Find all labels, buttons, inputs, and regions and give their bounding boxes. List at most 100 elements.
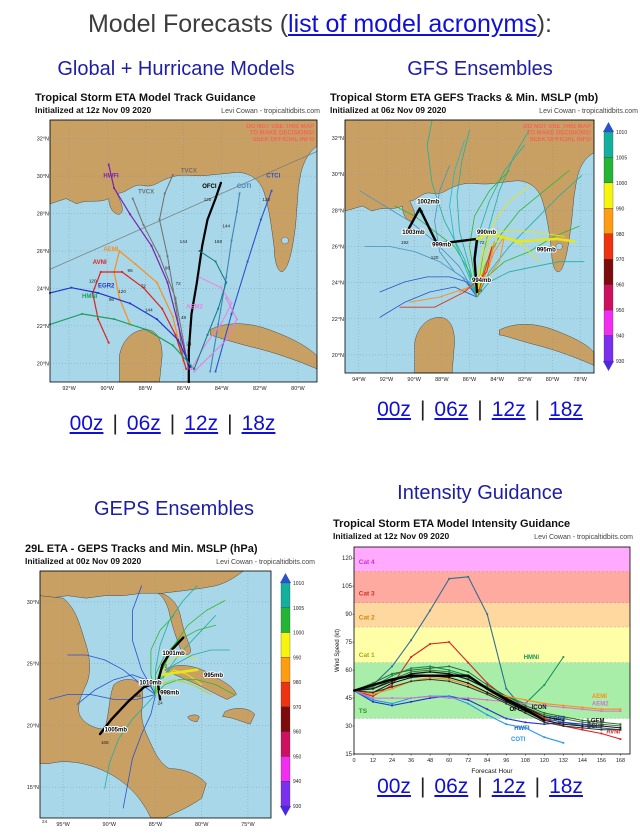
time-link-12z[interactable]: 12z bbox=[491, 398, 526, 421]
svg-text:168: 168 bbox=[101, 740, 109, 745]
time-link-12z[interactable]: 12z bbox=[184, 412, 219, 435]
svg-text:AEMI: AEMI bbox=[592, 694, 607, 700]
svg-text:24: 24 bbox=[477, 288, 483, 293]
svg-text:940: 940 bbox=[616, 334, 625, 340]
svg-text:12: 12 bbox=[370, 758, 376, 764]
svg-text:20°N: 20°N bbox=[332, 353, 344, 359]
svg-text:80°W: 80°W bbox=[291, 386, 305, 392]
svg-text:980: 980 bbox=[616, 232, 625, 238]
time-link-12z[interactable]: 12z bbox=[491, 775, 526, 798]
svg-text:AVNI: AVNI bbox=[93, 260, 107, 266]
heading-gfs-ensembles: GFS Ensembles bbox=[407, 58, 553, 80]
map-credit: Levi Cowan - tropicaltidbits.com bbox=[539, 108, 638, 115]
page-title: Model Forecasts (list of model acronyms)… bbox=[0, 10, 640, 39]
time-link-06z[interactable]: 06z bbox=[126, 412, 161, 435]
svg-text:1000: 1000 bbox=[616, 181, 627, 187]
time-link-18z[interactable]: 18z bbox=[549, 775, 583, 798]
svg-text:96: 96 bbox=[503, 758, 509, 764]
svg-text:156: 156 bbox=[597, 758, 606, 764]
svg-text:120: 120 bbox=[118, 289, 126, 294]
svg-text:30°N: 30°N bbox=[332, 172, 344, 178]
svg-text:1010mb: 1010mb bbox=[139, 681, 162, 687]
svg-text:CTCI: CTCI bbox=[266, 174, 280, 180]
link-separator: | bbox=[112, 412, 118, 435]
map-init-time: Initialized at 06z Nov 09 2020 bbox=[330, 105, 447, 115]
time-link-00z[interactable]: 00z bbox=[377, 398, 411, 421]
svg-text:120: 120 bbox=[262, 197, 270, 202]
svg-text:TVCX: TVCX bbox=[181, 168, 197, 174]
gefs-ensemble-map[interactable]: 94°W 92°W 90°W 88°W 86°W 84°W 82°W 80°W 78°W 32°N… bbox=[330, 118, 638, 386]
svg-text:96: 96 bbox=[128, 268, 134, 273]
map-subtitle-row: Initialized at 06z Nov 09 2020 Levi Cowa… bbox=[330, 105, 638, 117]
svg-text:940: 940 bbox=[293, 779, 302, 785]
svg-text:24: 24 bbox=[389, 758, 395, 764]
svg-text:HMNI: HMNI bbox=[524, 655, 540, 661]
link-separator: | bbox=[227, 412, 233, 435]
svg-text:SEEK OFFICIAL INFO: SEEK OFFICIAL INFO bbox=[252, 137, 314, 143]
svg-text:82°W: 82°W bbox=[253, 386, 267, 392]
link-separator: | bbox=[419, 775, 426, 798]
svg-text:AEM2: AEM2 bbox=[592, 702, 609, 708]
svg-text:72: 72 bbox=[176, 281, 182, 286]
heading-global-hurricane-models: Global + Hurricane Models bbox=[57, 58, 295, 80]
geps-map-panel: 29L ETA - GEPS Tracks and Min. MSLP (hPa… bbox=[25, 543, 315, 831]
svg-text:24°N: 24°N bbox=[332, 281, 344, 287]
link-separator: | bbox=[534, 398, 541, 421]
svg-text:Cat 3: Cat 3 bbox=[359, 590, 375, 597]
svg-text:TO MAKE DECISIONS!: TO MAKE DECISIONS! bbox=[527, 131, 591, 137]
svg-text:930: 930 bbox=[616, 359, 625, 365]
svg-text:ICON: ICON bbox=[532, 705, 547, 711]
svg-text:72: 72 bbox=[465, 758, 471, 764]
svg-text:AVNI: AVNI bbox=[606, 729, 620, 735]
svg-text:30°N: 30°N bbox=[27, 600, 39, 606]
svg-text:30: 30 bbox=[345, 724, 352, 730]
page-title-prefix: Model Forecasts ( bbox=[87, 10, 289, 38]
svg-text:84°W: 84°W bbox=[490, 377, 504, 383]
svg-text:32°N: 32°N bbox=[37, 137, 49, 143]
svg-text:OFCI: OFCI bbox=[509, 707, 524, 713]
svg-text:AEMI: AEMI bbox=[103, 247, 118, 253]
svg-text:1002mb: 1002mb bbox=[417, 199, 440, 205]
svg-text:75°W: 75°W bbox=[241, 822, 255, 828]
time-link-06z[interactable]: 06z bbox=[434, 775, 469, 798]
svg-text:1010: 1010 bbox=[293, 581, 304, 587]
svg-text:Cat 1: Cat 1 bbox=[359, 652, 375, 659]
svg-text:72: 72 bbox=[162, 663, 168, 668]
svg-text:TO MAKE DECISIONS!: TO MAKE DECISIONS! bbox=[250, 131, 314, 137]
map-subtitle-row: Initialized at 12z Nov 09 2020 Levi Cowa… bbox=[333, 531, 633, 543]
svg-text:LGEM: LGEM bbox=[587, 718, 604, 724]
model-acronyms-link[interactable]: list of model acronyms bbox=[288, 10, 537, 38]
svg-text:96: 96 bbox=[165, 265, 171, 270]
svg-text:192: 192 bbox=[401, 240, 409, 245]
svg-text:TVCX: TVCX bbox=[138, 189, 154, 195]
map-init-time: Initialized at 00z Nov 09 2020 bbox=[25, 556, 142, 566]
svg-text:AEM2: AEM2 bbox=[186, 305, 203, 311]
svg-text:86°W: 86°W bbox=[463, 377, 477, 383]
time-link-18z[interactable]: 18z bbox=[241, 412, 276, 435]
svg-text:120: 120 bbox=[204, 197, 212, 202]
map-subtitle-row: Initialized at 12z Nov 09 2020 Levi Cowa… bbox=[35, 105, 320, 117]
svg-text:144: 144 bbox=[180, 239, 188, 244]
svg-text:990: 990 bbox=[616, 206, 625, 212]
svg-text:120: 120 bbox=[342, 556, 353, 562]
svg-text:144: 144 bbox=[578, 758, 587, 764]
svg-text:DO NOT USE THIS MAP: DO NOT USE THIS MAP bbox=[246, 124, 314, 130]
time-link-06z[interactable]: 06z bbox=[434, 398, 469, 421]
time-link-00z[interactable]: 00z bbox=[377, 775, 411, 798]
svg-text:HWFI: HWFI bbox=[514, 726, 530, 732]
svg-text:144: 144 bbox=[133, 693, 141, 698]
svg-text:SEEK OFFICIAL INFO: SEEK OFFICIAL INFO bbox=[529, 137, 591, 143]
svg-text:92°W: 92°W bbox=[380, 377, 394, 383]
track-guidance-map[interactable]: 92°W 90°W 88°W 86°W 84°W 82°W 80°W 32°N 30°N 28°N… bbox=[35, 118, 320, 395]
svg-text:22°N: 22°N bbox=[37, 324, 49, 330]
time-link-00z[interactable]: 00z bbox=[69, 412, 104, 435]
geps-ensemble-map[interactable]: 95°W 90°W 85°W 80°W 75°W 30°N 25°N 20°N 15°N 72 14… bbox=[25, 569, 315, 831]
map-init-time: Initialized at 12z Nov 09 2020 bbox=[333, 531, 450, 541]
time-link-18z[interactable]: 18z bbox=[549, 398, 583, 421]
svg-text:DSHP: DSHP bbox=[587, 724, 604, 730]
svg-text:120: 120 bbox=[540, 758, 549, 764]
svg-text:94°W: 94°W bbox=[352, 377, 366, 383]
svg-text:25°N: 25°N bbox=[27, 662, 39, 668]
map-credit: Levi Cowan - tropicaltidbits.com bbox=[216, 559, 315, 566]
